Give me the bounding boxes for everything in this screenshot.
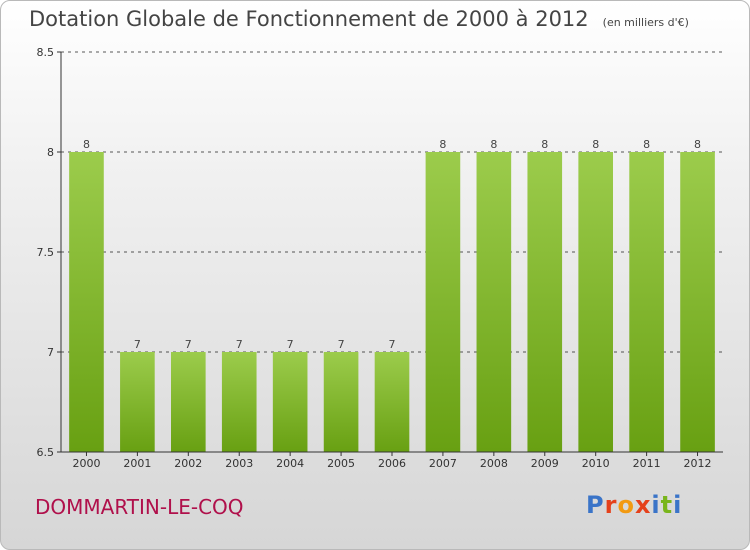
data-label: 8 <box>592 138 599 151</box>
x-tick-label: 2009 <box>531 457 559 470</box>
bar <box>221 352 257 452</box>
logo-letter: i <box>673 491 683 519</box>
bar <box>69 152 104 452</box>
bar <box>680 152 715 452</box>
x-tick-label: 2005 <box>327 457 355 470</box>
y-tick-label: 6.5 <box>37 446 55 459</box>
y-tick-label: 8.5 <box>37 46 55 59</box>
logo-letter: P <box>586 491 605 519</box>
y-tick-label: 7.5 <box>37 246 55 259</box>
bar <box>272 352 308 452</box>
bar <box>374 352 410 452</box>
bar <box>476 152 512 452</box>
bar <box>323 352 359 452</box>
bar <box>527 152 563 452</box>
data-label: 8 <box>439 138 446 151</box>
x-tick-label: 2004 <box>276 457 304 470</box>
logo-letter: t <box>660 491 674 519</box>
x-tick-label: 2007 <box>429 457 457 470</box>
x-tick-label: 2003 <box>225 457 253 470</box>
x-tick-label: 2011 <box>633 457 661 470</box>
x-tick-label: 2010 <box>582 457 610 470</box>
x-tick-label: 2012 <box>684 457 712 470</box>
data-label: 7 <box>134 338 141 351</box>
data-label: 8 <box>541 138 548 151</box>
data-label: 8 <box>83 138 90 151</box>
data-label: 7 <box>338 338 345 351</box>
x-tick-label: 2000 <box>72 457 100 470</box>
data-label: 7 <box>185 338 192 351</box>
bar <box>120 352 155 452</box>
bar <box>629 152 664 452</box>
title-text: Dotation Globale de Fonctionnement de 20… <box>29 7 589 31</box>
x-tick-label: 2001 <box>123 457 151 470</box>
data-label: 7 <box>236 338 243 351</box>
chart-title: Dotation Globale de Fonctionnement de 20… <box>29 7 689 31</box>
x-tick-label: 2002 <box>174 457 202 470</box>
x-tick-label: 2008 <box>480 457 508 470</box>
title-unit: (en milliers d'€) <box>602 16 689 29</box>
logo-letter: o <box>617 491 635 519</box>
bar <box>170 352 206 452</box>
logo-letter: x <box>634 491 652 519</box>
x-tick-label: 2006 <box>378 457 406 470</box>
y-tick-label: 7 <box>47 346 54 359</box>
proxiti-logo: Proxiti <box>586 491 682 519</box>
y-tick-label: 8 <box>47 146 54 159</box>
bar <box>578 152 614 452</box>
data-label: 8 <box>490 138 497 151</box>
data-label: 8 <box>694 138 701 151</box>
logo-letter: r <box>604 491 618 519</box>
data-label: 7 <box>389 338 396 351</box>
bar <box>425 152 461 452</box>
commune-name: DOMMARTIN-LE-COQ <box>35 495 244 519</box>
data-label: 8 <box>643 138 650 151</box>
data-label: 7 <box>287 338 294 351</box>
logo-letter: i <box>651 491 661 519</box>
